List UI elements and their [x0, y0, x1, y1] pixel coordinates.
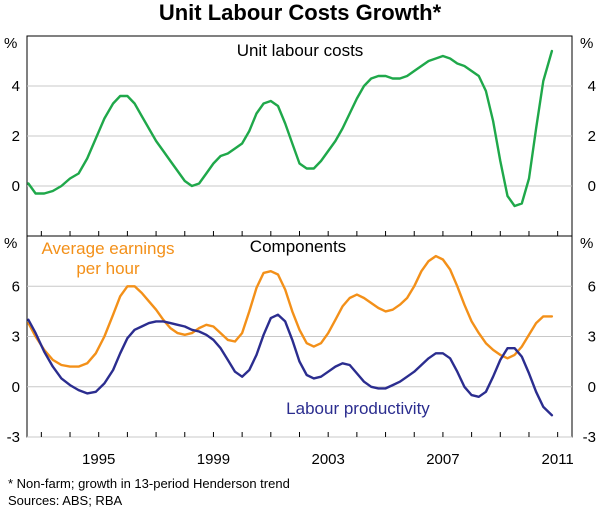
panel-unit-labour-costs: 0 0 2 2 4 4% % Unit labour costs	[4, 35, 596, 237]
y-tick-label-right: 6	[588, 278, 596, 295]
y-tick-label-right: 4	[588, 78, 596, 95]
x-tick-label: 1999	[197, 451, 230, 468]
label-line: Average earnings	[42, 239, 175, 258]
label-average-earnings: Average earnings per hour	[42, 239, 175, 278]
y-tick-label-left: 2	[12, 128, 20, 145]
series-line-unit-labour-costs	[27, 49, 554, 208]
y-tick-label-left: 3	[12, 329, 20, 346]
x-tick-label: 2003	[311, 451, 344, 468]
y-tick-label-right: 0	[588, 178, 596, 195]
x-tick-label: 2011	[542, 451, 574, 468]
y-unit-left: %	[4, 35, 17, 52]
y-tick-label-right: 3	[588, 329, 596, 346]
series-line-average-earnings-per-hour	[27, 254, 554, 368]
chart-title: Unit Labour Costs Growth*	[159, 0, 442, 25]
label-line: per hour	[76, 259, 140, 278]
sources-note: Sources: ABS; RBA	[8, 493, 122, 508]
y-unit-right: %	[580, 235, 593, 252]
x-tick-label: 1995	[82, 451, 115, 468]
label-labour-productivity: Labour productivity	[286, 399, 430, 418]
panel-title: Components	[250, 237, 346, 256]
y-unit-left: %	[4, 235, 17, 252]
y-tick-label-left: 6	[12, 278, 20, 295]
series-line-labour-productivity	[27, 313, 554, 417]
y-tick-label-left: 0	[12, 178, 20, 195]
panel-components: -3 -3 0 0 3 3 6 6% % Components Average earnings pe…	[4, 235, 596, 446]
y-tick-label-right: 0	[588, 379, 596, 396]
y-tick-label-right: -3	[583, 429, 596, 446]
y-unit-right: %	[580, 35, 593, 52]
y-tick-label-left: 4	[12, 78, 20, 95]
y-tick-label-left: 0	[12, 379, 20, 396]
y-tick-label-left: -3	[7, 429, 20, 446]
y-tick-label-right: 2	[588, 128, 596, 145]
x-tick-label: 2007	[426, 451, 459, 468]
panel-title: Unit labour costs	[237, 41, 364, 60]
footnote: * Non-farm; growth in 13-period Henderso…	[8, 476, 290, 491]
